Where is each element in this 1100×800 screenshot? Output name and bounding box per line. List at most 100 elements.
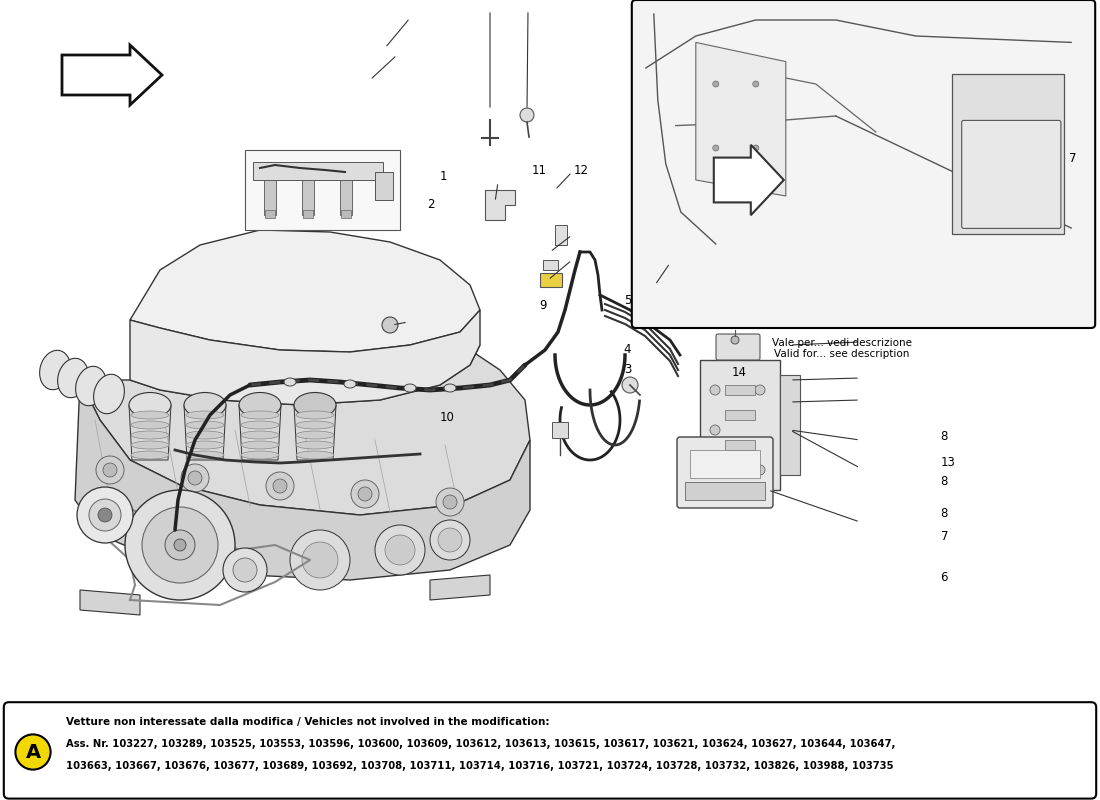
Text: 9: 9 — [539, 299, 547, 312]
Circle shape — [188, 471, 202, 485]
Polygon shape — [80, 590, 140, 615]
Bar — [952, 74, 1064, 234]
Ellipse shape — [186, 421, 224, 429]
FancyBboxPatch shape — [716, 334, 760, 360]
Polygon shape — [294, 405, 335, 460]
Circle shape — [732, 336, 739, 344]
Ellipse shape — [184, 393, 226, 418]
Circle shape — [710, 385, 720, 395]
Ellipse shape — [131, 451, 169, 459]
Text: 8: 8 — [940, 430, 948, 442]
Circle shape — [436, 488, 464, 516]
Bar — [780, 375, 800, 475]
Ellipse shape — [239, 393, 280, 418]
Circle shape — [174, 539, 186, 551]
Circle shape — [77, 487, 133, 543]
Circle shape — [375, 525, 425, 575]
Circle shape — [713, 145, 718, 151]
Bar — [375, 172, 393, 200]
Bar — [340, 180, 352, 215]
Bar — [543, 260, 558, 270]
Circle shape — [382, 317, 398, 333]
Polygon shape — [62, 45, 162, 105]
FancyBboxPatch shape — [648, 288, 697, 322]
Circle shape — [233, 558, 257, 582]
Polygon shape — [485, 190, 515, 220]
Circle shape — [223, 548, 267, 592]
Ellipse shape — [344, 380, 356, 388]
Text: Vetture non interessate dalla modifica / Vehicles not involved in the modificati: Vetture non interessate dalla modifica /… — [66, 717, 550, 726]
Circle shape — [98, 508, 112, 522]
Circle shape — [290, 530, 350, 590]
Circle shape — [142, 507, 218, 583]
Ellipse shape — [404, 384, 416, 392]
Polygon shape — [696, 42, 785, 196]
Circle shape — [752, 145, 759, 151]
Circle shape — [15, 734, 51, 770]
Ellipse shape — [241, 441, 279, 449]
Text: 13: 13 — [940, 456, 956, 469]
Text: 11: 11 — [531, 164, 547, 177]
Circle shape — [302, 542, 338, 578]
Circle shape — [103, 463, 117, 477]
Polygon shape — [80, 345, 530, 515]
Text: Vale per... vedi descrizione
Valid for... see description: Vale per... vedi descrizione Valid for..… — [771, 338, 912, 359]
Ellipse shape — [94, 374, 124, 414]
Bar — [725, 440, 755, 450]
Ellipse shape — [76, 366, 107, 406]
Circle shape — [89, 499, 121, 531]
Bar — [690, 450, 760, 478]
Ellipse shape — [296, 421, 334, 429]
Text: Ass. Nr. 103227, 103289, 103525, 103553, 103596, 103600, 103609, 103612, 103613,: Ass. Nr. 103227, 103289, 103525, 103553,… — [66, 739, 895, 749]
Ellipse shape — [241, 421, 279, 429]
Ellipse shape — [131, 421, 169, 429]
Bar — [700, 360, 780, 490]
Ellipse shape — [186, 451, 224, 459]
Ellipse shape — [186, 441, 224, 449]
Circle shape — [182, 464, 209, 492]
Polygon shape — [129, 405, 170, 460]
Ellipse shape — [296, 441, 334, 449]
FancyBboxPatch shape — [631, 0, 1096, 328]
Text: 103663, 103667, 103676, 103677, 103689, 103692, 103708, 103711, 103714, 103716, : 103663, 103667, 103676, 103677, 103689, … — [66, 762, 893, 771]
Polygon shape — [714, 145, 784, 215]
Circle shape — [266, 472, 294, 500]
Text: 7: 7 — [1069, 152, 1077, 166]
Circle shape — [621, 377, 638, 393]
Circle shape — [710, 425, 720, 435]
Text: 12: 12 — [573, 164, 588, 177]
Ellipse shape — [129, 393, 170, 418]
FancyBboxPatch shape — [676, 437, 773, 508]
Circle shape — [438, 528, 462, 552]
Circle shape — [443, 495, 456, 509]
Circle shape — [385, 535, 415, 565]
Circle shape — [125, 490, 235, 600]
Ellipse shape — [296, 431, 334, 439]
Text: 1: 1 — [440, 170, 448, 182]
Circle shape — [710, 465, 720, 475]
FancyBboxPatch shape — [961, 120, 1060, 229]
Ellipse shape — [57, 358, 88, 398]
Ellipse shape — [241, 411, 279, 419]
Text: A: A — [25, 742, 41, 762]
Bar — [341, 210, 351, 218]
Bar — [253, 162, 383, 180]
Circle shape — [752, 81, 759, 87]
Text: 8: 8 — [940, 475, 948, 488]
Ellipse shape — [294, 393, 335, 418]
Ellipse shape — [131, 411, 169, 419]
Circle shape — [165, 530, 195, 560]
Text: 4: 4 — [624, 343, 631, 356]
Bar — [685, 482, 764, 500]
Text: 2: 2 — [427, 198, 434, 210]
Ellipse shape — [296, 451, 334, 459]
Polygon shape — [130, 230, 480, 352]
Bar — [725, 410, 755, 420]
Text: 5: 5 — [624, 294, 631, 306]
Polygon shape — [130, 310, 480, 405]
Ellipse shape — [131, 431, 169, 439]
Ellipse shape — [241, 451, 279, 459]
Ellipse shape — [131, 441, 169, 449]
FancyBboxPatch shape — [3, 702, 1097, 798]
Text: 7: 7 — [940, 530, 948, 542]
